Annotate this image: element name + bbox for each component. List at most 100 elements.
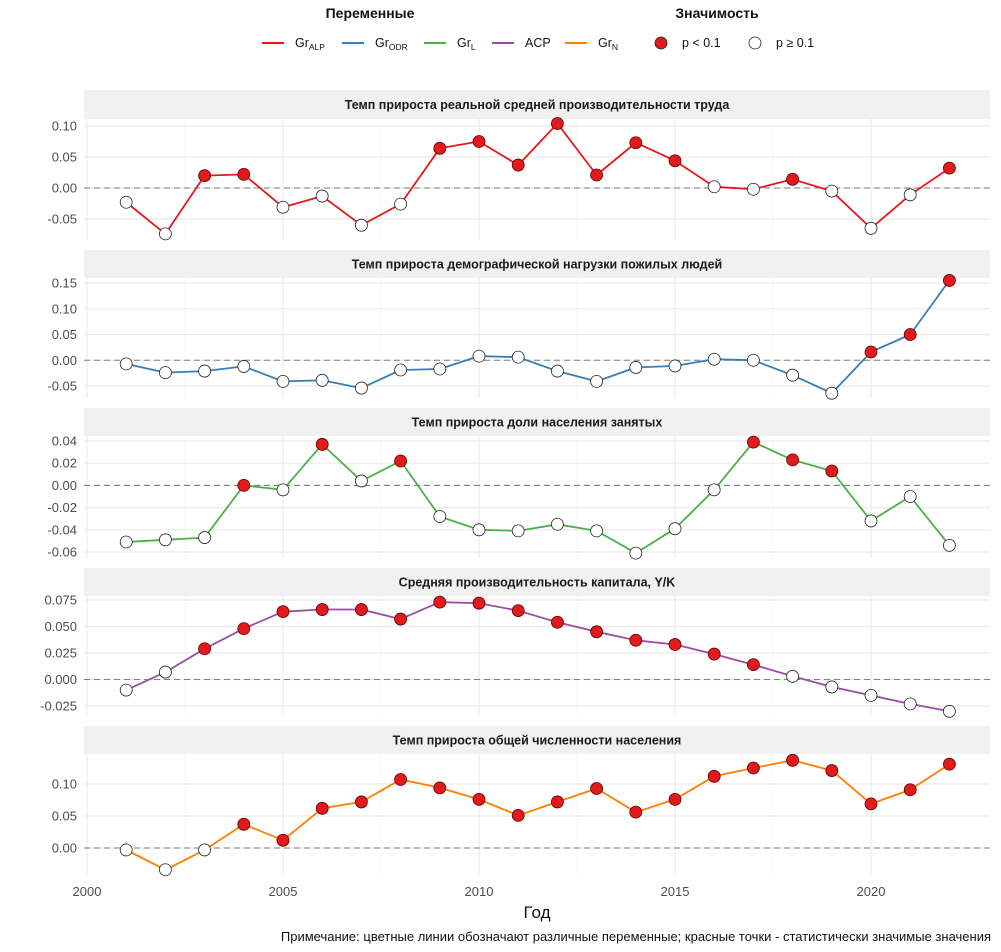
data-point-significant: [551, 615, 564, 629]
data-point-significant: [472, 135, 486, 148]
data-point-significant: [472, 792, 486, 806]
data-point-significant: [433, 141, 447, 155]
data-point-significant: [354, 603, 368, 616]
y-tick-label: -0.04: [47, 522, 77, 537]
panel-grn: Темп прироста общей численности населени…: [52, 726, 990, 877]
x-tick-label: 2000: [73, 884, 102, 899]
legend-label: GrALP: [295, 36, 325, 52]
data-point: [158, 665, 172, 679]
data-point-significant: [590, 168, 603, 182]
data-point-significant: [747, 435, 760, 449]
data-point: [864, 689, 878, 702]
data-point-significant: [237, 817, 251, 831]
data-point: [119, 535, 133, 549]
data-point-significant: [394, 612, 408, 626]
data-point: [825, 184, 839, 198]
data-point: [511, 350, 525, 364]
legend-title-variables: Переменные: [326, 5, 415, 21]
panel-strip: [84, 568, 990, 596]
x-axis-title: Год: [523, 903, 550, 922]
data-point: [864, 221, 878, 235]
legend-label: ACP: [525, 36, 551, 50]
data-point-significant: [237, 622, 251, 636]
data-point-significant: [511, 158, 525, 172]
panel-title: Темп прироста доли населения занятых: [412, 416, 663, 430]
legend-label: GrODR: [375, 36, 408, 52]
data-point-significant: [707, 769, 721, 783]
y-tick-label: 0.000: [44, 672, 77, 687]
data-point-significant: [315, 437, 329, 451]
data-point: [590, 374, 603, 388]
data-point-significant: [276, 833, 290, 847]
data-point: [198, 531, 212, 544]
data-point-significant: [629, 136, 643, 150]
data-point: [354, 474, 368, 488]
data-point: [354, 381, 368, 395]
panel-title: Темп прироста демографической нагрузки п…: [352, 258, 723, 272]
panel-strip: [84, 250, 990, 278]
legend-label-subscript: ALP: [309, 42, 325, 52]
y-tick-label: 0.00: [52, 353, 77, 368]
y-tick-label: 0.10: [52, 119, 77, 134]
data-point: [903, 188, 917, 202]
data-point-significant: [943, 274, 956, 287]
panel-grl: Темп прироста доли населения занятых -0.0…: [47, 408, 990, 560]
data-point: [943, 538, 956, 552]
legend-label: GrN: [598, 36, 618, 52]
data-point: [276, 200, 290, 214]
series-line: [125, 122, 950, 235]
data-point: [629, 361, 643, 374]
data-point: [629, 546, 643, 560]
y-tick-label: 0.04: [52, 434, 77, 449]
y-tick-label: 0.05: [52, 327, 77, 342]
y-tick-label: 0.075: [44, 593, 77, 608]
data-point-significant: [825, 764, 839, 777]
data-point-significant: [629, 633, 643, 647]
data-point-significant: [237, 167, 251, 181]
data-point-significant: [903, 328, 917, 341]
data-point-significant: [511, 604, 525, 617]
y-tick-label: 0.025: [44, 646, 77, 661]
x-tick-label: 2010: [465, 884, 494, 899]
data-point: [668, 359, 682, 373]
data-point: [394, 363, 408, 377]
data-point: [315, 189, 329, 203]
data-point-significant: [472, 596, 486, 610]
data-point-significant: [668, 792, 682, 806]
panel-strip: [84, 408, 990, 436]
data-point-significant: [354, 795, 368, 809]
data-point-significant: [786, 172, 799, 186]
data-point: [158, 533, 172, 547]
data-point: [864, 514, 878, 528]
y-tick-label: 0.00: [52, 181, 77, 196]
data-point: [707, 180, 721, 194]
data-point-significant: [315, 801, 329, 815]
y-tick-label: -0.05: [47, 212, 77, 227]
data-point-significant: [237, 478, 251, 492]
data-point: [315, 373, 329, 387]
data-point-significant: [198, 642, 212, 656]
chart-note: Примечание: цветные линии обозначают раз…: [281, 929, 991, 944]
data-point-significant: [864, 797, 878, 811]
data-point: [825, 680, 839, 694]
y-tick-label: -0.025: [40, 699, 77, 714]
data-point: [237, 360, 251, 373]
data-point: [747, 182, 760, 196]
legend-label: GrL: [457, 36, 476, 52]
data-point-significant: [511, 808, 525, 822]
data-point: [433, 510, 447, 523]
series-line: [126, 441, 951, 554]
data-point-significant: [668, 154, 682, 168]
data-point-significant: [394, 454, 408, 468]
panel-strip: [84, 726, 990, 754]
data-point: [276, 483, 290, 497]
x-tick-label: 2005: [269, 884, 298, 899]
data-point: [747, 353, 760, 367]
data-point: [707, 352, 721, 366]
legend-item-grodr: GrODR: [342, 36, 408, 52]
data-point-significant: [433, 595, 447, 609]
data-point-significant: [943, 757, 956, 771]
data-point: [433, 362, 447, 376]
data-point: [786, 669, 799, 683]
